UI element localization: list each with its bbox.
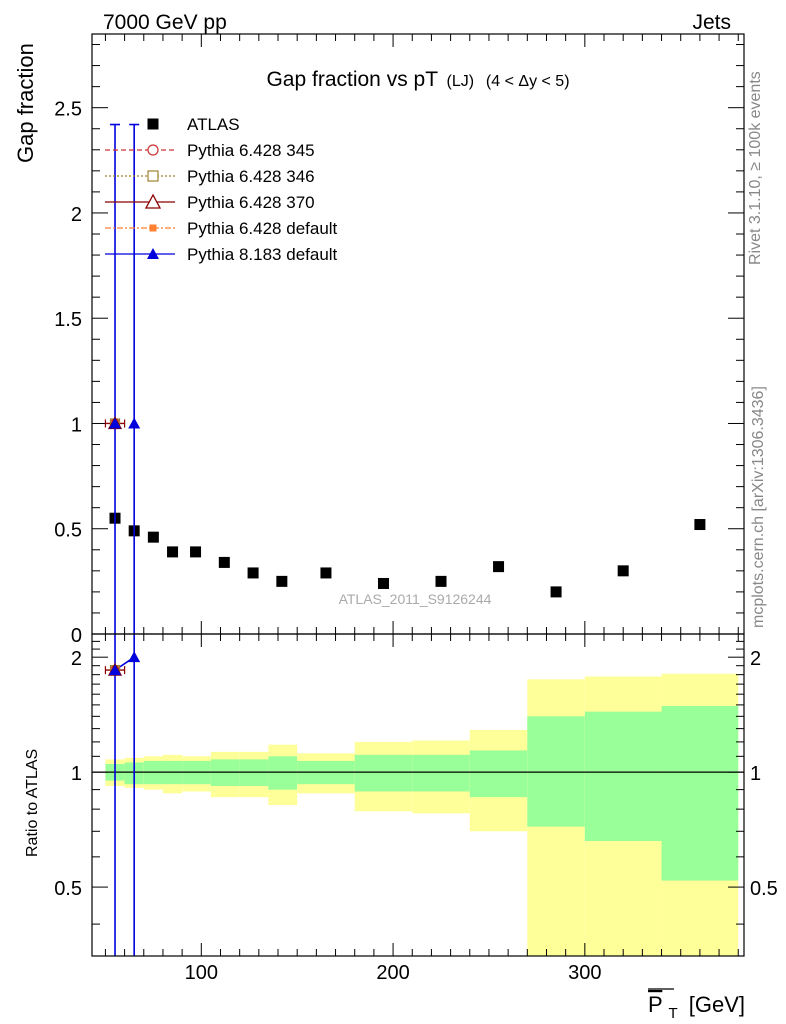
ratio-tick-label-right: 0.5 [750,878,778,900]
rivet-version-label: Rivet 3.1.10, ≥ 100k events [747,71,764,265]
ratio-band-inner [584,711,662,842]
x-tick-label: 200 [376,962,409,984]
legend-label: Pythia 6.428 default [187,219,338,238]
ratio-tick-label-left: 2 [71,648,82,670]
legend: ATLAS Pythia 6.428 345 Pythia 6.428 346 Pyt… [105,115,338,264]
legend-circle-marker [147,144,159,156]
x-axis-title: P T [GeV] [648,992,745,1023]
legend-label: Pythia 6.428 346 [187,167,315,186]
atlas-data-point [167,546,179,558]
py8-main-marker [109,417,122,429]
y-tick-label: 0 [71,625,82,647]
legend-label: Pythia 8.183 default [187,245,338,264]
py8-ratio-marker [109,664,122,676]
ratio-band-inner [527,716,585,827]
atlas-data-point [247,567,259,579]
plot-title: Gap fraction vs pT (LJ) (4 < Δy < 5) [266,68,569,91]
y-tick-label: 1.5 [54,309,82,331]
x-axis-title-main: P [648,992,662,1017]
plot-title-sub: (LJ) [447,73,475,90]
mcplots-label: mcplots.cern.ch [arXiv:1306.3436] [750,386,767,628]
x-tick-label: 300 [568,962,601,984]
ratio-band-inner [412,754,470,792]
ratio-band-inner [661,705,739,881]
ratio-band-inner [354,754,413,792]
process-label: Jets [692,11,731,34]
atlas-data-point [550,586,562,598]
atlas-data-point [617,565,629,577]
ratio-axis-title: Ratio to ATLAS [24,749,41,857]
y-tick-label: 0.5 [54,520,82,542]
plot-title-range: (4 < Δy < 5) [486,73,570,90]
y-tick-label: 2.5 [54,99,82,121]
atlas-data-point [493,561,505,573]
legend-triangle-filled-marker [147,248,159,259]
atlas-data-point [377,577,389,589]
legend-label: ATLAS [187,115,240,134]
y-axis-title: Gap fraction [13,43,38,163]
legend-triangle-open-marker [144,193,162,209]
analysis-tag: ATLAS_2011_S9126244 [339,591,492,607]
atlas-data-point [694,519,706,531]
ratio-band-inner [268,756,298,790]
atlas-data-point [276,575,288,587]
legend-label: Pythia 6.428 345 [187,141,315,160]
y-tick-label: 1 [71,414,82,436]
legend-square-marker [147,170,159,182]
ratio-tick-label-right: 1 [750,763,761,785]
x-axis-title-sub: T [668,1005,677,1022]
legend-label: Pythia 6.428 370 [187,193,315,212]
py8-main-marker [128,417,141,429]
ratio-tick-label-left: 1 [71,763,82,785]
energy-label: 7000 GeV pp [103,11,227,34]
atlas-data-point [435,575,447,587]
legend-atlas-marker [147,118,159,130]
atlas-data-point [320,567,332,579]
ratio-tick-label-right: 2 [750,648,761,670]
atlas-data-point [147,531,159,543]
plot-title-main: Gap fraction vs pT [266,68,438,91]
ratio-plot-frame [91,633,745,957]
x-axis-title-unit: [GeV] [689,992,745,1017]
x-tick-label: 100 [185,962,218,984]
ratio-band-inner [469,750,528,798]
legend-small-square-marker [149,224,157,232]
atlas-data-point [190,546,202,558]
ratio-tick-label-left: 0.5 [54,878,82,900]
py8-ratio-marker [128,651,141,663]
y-tick-label: 2 [71,204,82,226]
atlas-data-point [218,556,230,568]
